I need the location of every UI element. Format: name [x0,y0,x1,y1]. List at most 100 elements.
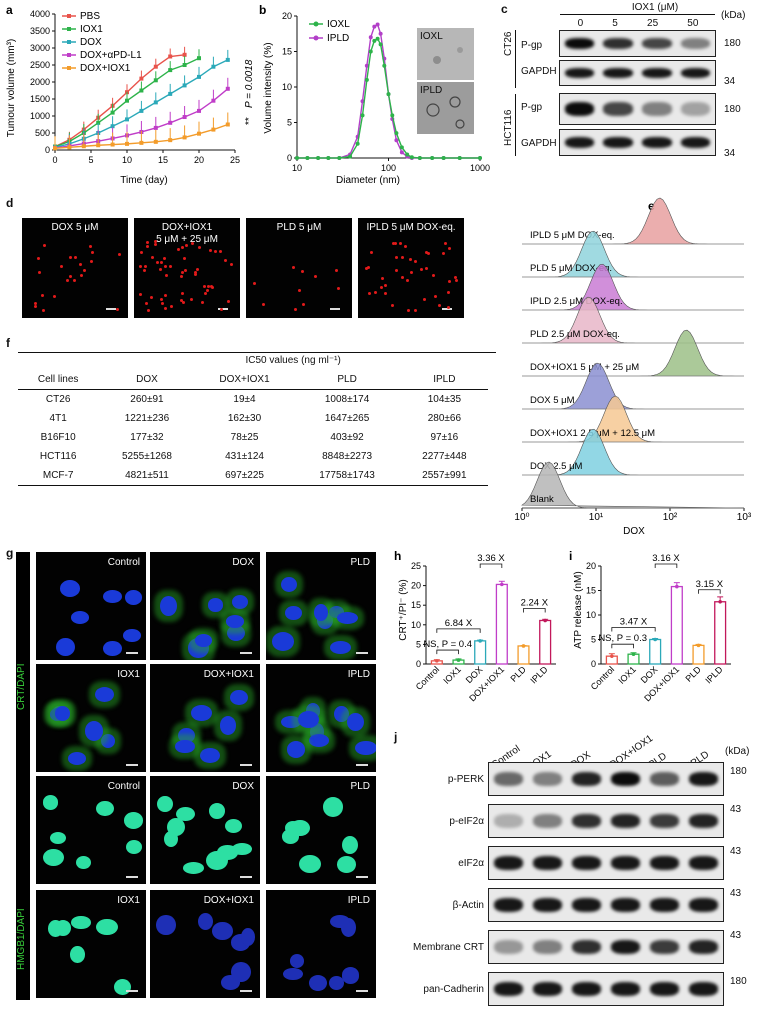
data-point [478,156,482,160]
nanoparticle-dot [447,279,451,283]
data-point [378,42,383,47]
nanoparticle-dot [73,256,77,260]
y-tick-label: 0 [591,659,596,669]
cell: MCF-7 [42,470,74,481]
cell: 97±16 [430,432,459,443]
micrograph-title: DOX+IOX1 5 μM + 25 μM [156,222,218,245]
y-tick-label: 3500 [30,26,50,36]
data-point [435,659,439,663]
nanoparticle-dot [203,285,207,289]
nanoparticle-dot [209,249,213,253]
nanoparticle-dot [170,305,174,309]
nanoparticle-dot [408,257,412,261]
scale-bar [240,876,252,878]
data-point [457,156,462,160]
y-tick-label: 15 [586,586,596,596]
y-tick-label: 0 [287,153,292,163]
nucleus [231,843,252,856]
nucleus [341,967,360,984]
nucleus [42,795,59,810]
nanoparticle-dot [68,256,72,260]
nanoparticle-dot [205,288,209,292]
nucleus [219,716,236,735]
nanoparticle-dot [181,301,185,305]
scale-bar [126,990,138,992]
nucleus [280,715,301,729]
confocal-crt: DOX+IOX1 [150,664,260,772]
nanoparticle-dot [399,242,403,246]
nanoparticle-dot [414,309,418,313]
bar-DOX+IOX1 [495,583,508,665]
annotation-fold [698,589,721,594]
nanoparticle-dot [422,298,426,302]
blot-band [680,37,711,50]
panel-j-label: j [394,730,398,744]
blot-row [488,804,724,838]
series-line-PBS [54,54,185,148]
nucleus [208,802,225,819]
nucleus [70,611,90,625]
legend-marker [67,14,71,18]
x-tick-label: 10 [292,163,302,173]
blot-band [603,67,633,79]
confocal-title: PLD [350,781,370,792]
nanoparticle-dot [160,260,164,264]
nanoparticle-dot [158,267,162,271]
nucleus [126,840,143,854]
nanoparticle-dot [40,294,44,298]
nanoparticle-dot [163,256,167,260]
blot-band [649,897,680,913]
blot-band [532,855,563,871]
cell: 4T1 [49,413,67,424]
annotation-ns [611,643,634,649]
data-point [610,654,614,658]
table-row: MCF-7 4821±511 697±225 17758±1743 2557±991 [18,466,488,486]
blot-band [532,981,563,997]
nanoparticle-dot [154,242,158,246]
panel-c: c IOX1 (μM) 0 5 25 50 (kDa) CT26 P-gp 18… [495,0,760,190]
data-point [96,120,101,125]
panel-h-label: h [394,549,401,563]
nanoparticle-dot [189,298,193,302]
cell: 1008±174 [324,394,370,405]
nanoparticle-dot [181,246,185,250]
scale-bar [356,652,368,654]
row-label: P-gp [521,40,543,51]
cell: 177±32 [130,432,164,443]
nucleus [330,915,351,929]
nanoparticle-dot [441,252,445,256]
nanoparticle-dot [454,276,458,279]
panel-b-ylabel: Volume intensity (%) [263,42,274,133]
nucleus [329,976,344,990]
y-tick-label: 5 [416,639,421,649]
column-header: DOX [136,374,158,385]
data-point [521,644,526,648]
x-tick-label: IPLD [528,664,550,686]
data-point [53,146,57,151]
blot-band [571,939,602,955]
data-point [305,156,310,160]
nucleus [156,915,176,935]
y-tick-label: 10 [586,610,596,620]
blot-band [571,897,602,913]
nanoparticle-dot [180,298,184,302]
cell: 697±225 [225,470,264,481]
data-point [375,36,380,41]
row-label: β-Actin [452,900,484,911]
scale-bar [126,876,138,878]
nanoparticle-dot [206,284,210,288]
data-point [696,643,701,648]
y-tick-label: 1500 [30,94,50,104]
cell: 260±91 [130,394,164,405]
kda: 180 [730,766,747,777]
nucleus [197,912,213,930]
nanoparticle-dot [150,295,153,299]
confocal-title: DOX+IOX1 [203,669,254,680]
x-tick-label: 10 [122,155,132,165]
legend-label: DOX+αPD-L1 [80,50,142,61]
nucleus [280,576,297,592]
micrograph-dox-iox1: DOX+IOX1 5 μM + 25 μM [134,218,240,318]
nanoparticle-dot [410,271,414,275]
data-point [430,156,435,160]
y-tick-label: 0 [45,145,50,155]
